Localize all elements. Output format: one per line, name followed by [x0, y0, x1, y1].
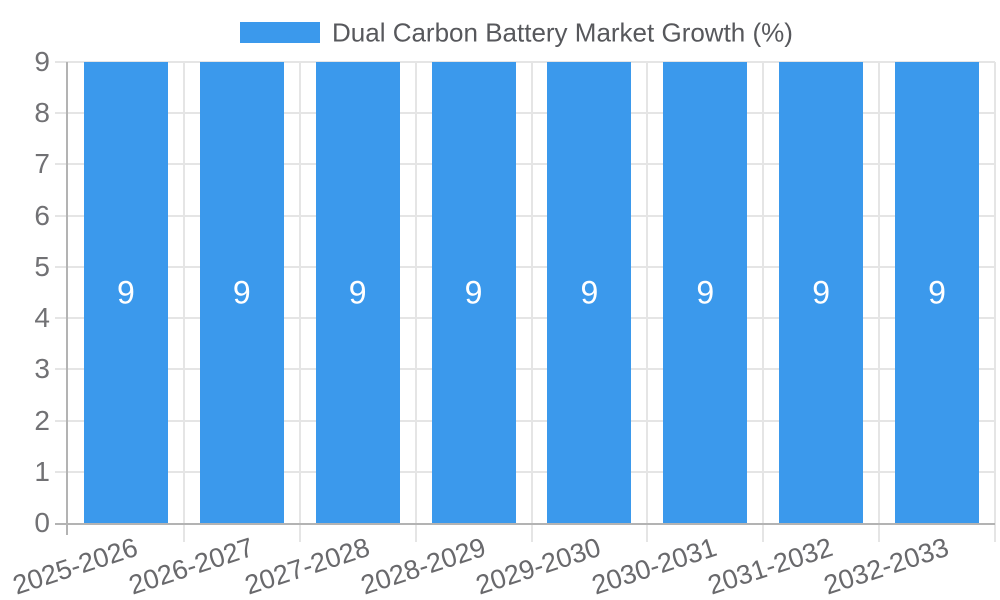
legend-label[interactable]: Dual Carbon Battery Market Growth (%) — [332, 17, 793, 48]
x-gridline — [182, 62, 185, 542]
x-gridline — [298, 62, 301, 542]
bar[interactable]: 9 — [779, 62, 864, 523]
bar-value-label: 9 — [464, 274, 483, 310]
y-axis-tick-label: 9 — [34, 46, 50, 77]
y-gridline — [55, 163, 995, 166]
y-gridline — [55, 470, 995, 473]
y-axis-tick-label: 4 — [34, 302, 50, 334]
y-gridline — [55, 112, 995, 115]
y-axis-tick-label: 2 — [34, 404, 50, 436]
bar-value-label: 9 — [696, 274, 715, 310]
bar[interactable]: 9 — [83, 62, 168, 523]
y-axis-line — [66, 62, 68, 535]
x-gridline — [994, 62, 996, 542]
legend-swatch[interactable] — [240, 22, 320, 43]
x-gridline — [878, 62, 881, 542]
y-axis-tick-label: 5 — [34, 250, 50, 282]
x-axis-line — [55, 523, 995, 525]
y-axis-tick-label: 0 — [34, 507, 50, 538]
bar-value-label: 9 — [348, 274, 367, 310]
chart-legend: Dual Carbon Battery Market Growth (%) — [0, 0, 1000, 56]
y-axis-tick-label: 8 — [34, 97, 50, 129]
y-gridline — [55, 214, 995, 217]
y-gridline — [55, 419, 995, 422]
y-axis-tick-label: 6 — [34, 199, 50, 231]
bar[interactable]: 9 — [895, 62, 980, 523]
bar[interactable]: 9 — [315, 62, 400, 523]
bar[interactable]: 9 — [199, 62, 284, 523]
bar-value-label: 9 — [232, 274, 251, 310]
bar[interactable]: 9 — [663, 62, 748, 523]
y-axis-tick-label: 7 — [34, 148, 50, 180]
y-gridline — [55, 61, 995, 63]
bar-value-label: 9 — [928, 274, 946, 310]
bar-value-label: 9 — [580, 274, 599, 310]
x-gridline — [762, 62, 765, 542]
y-gridline — [55, 317, 995, 320]
y-axis-tick-label: 3 — [34, 353, 50, 385]
bar-value-label: 9 — [812, 274, 831, 310]
x-gridline — [646, 62, 649, 542]
y-gridline — [55, 368, 995, 371]
y-gridline — [55, 265, 995, 268]
x-gridline — [414, 62, 417, 542]
x-gridline — [530, 62, 533, 542]
bar-value-label: 9 — [117, 274, 135, 310]
bar[interactable]: 9 — [431, 62, 516, 523]
y-axis-tick-label: 1 — [34, 455, 50, 487]
bar[interactable]: 9 — [547, 62, 632, 523]
